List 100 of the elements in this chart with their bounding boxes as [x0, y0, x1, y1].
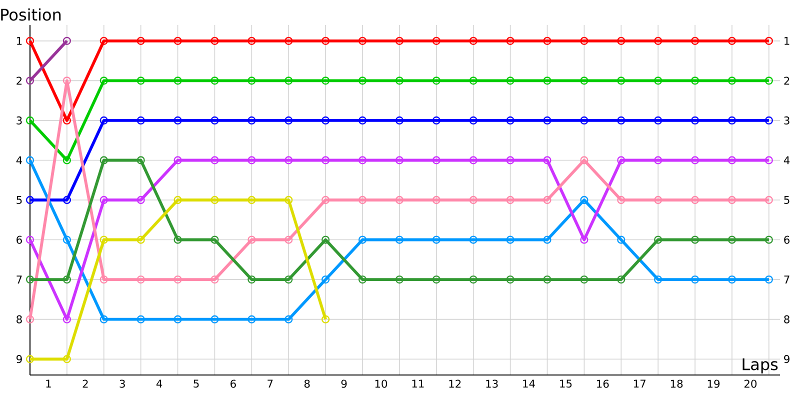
point: [322, 236, 330, 244]
point: [210, 76, 219, 85]
point: [469, 36, 478, 45]
point: [26, 315, 34, 324]
x-tick-label: 10: [375, 380, 388, 388]
point: [248, 36, 256, 45]
point: [690, 76, 700, 85]
x-tick-label: 18: [670, 380, 683, 388]
point: [580, 116, 588, 125]
point: [654, 156, 662, 164]
y2-tick-label: 6: [784, 236, 790, 244]
point: [322, 315, 330, 324]
point: [506, 275, 514, 284]
y-tick-label: 1: [17, 37, 22, 45]
point: [728, 76, 736, 85]
point: [322, 76, 330, 85]
point: [62, 156, 72, 164]
x-tick-label: 2: [82, 380, 88, 388]
point: [248, 315, 256, 324]
point: [322, 36, 330, 45]
point: [358, 156, 367, 164]
point: [764, 36, 773, 45]
point: [764, 156, 773, 164]
x-tick-label: 15: [560, 380, 572, 388]
point: [690, 275, 700, 284]
point: [100, 236, 108, 244]
point: [62, 315, 72, 324]
y-tick-label: 7: [16, 276, 22, 284]
point: [284, 196, 293, 204]
point: [469, 76, 478, 85]
point: [62, 236, 72, 244]
y2-tick-label: 3: [784, 116, 790, 124]
point: [174, 116, 182, 125]
point: [26, 236, 34, 244]
point: [617, 275, 626, 284]
x-tick-label: 13: [486, 380, 498, 388]
y-tick-label: 8: [16, 315, 22, 324]
point: [322, 275, 330, 284]
point: [100, 315, 108, 324]
point: [506, 156, 514, 164]
point: [358, 196, 367, 204]
y-axis-title: Position: [1, 8, 61, 21]
point: [728, 275, 736, 284]
point: [580, 156, 588, 164]
point: [248, 275, 256, 284]
x-tick-label: 16: [597, 380, 609, 388]
y2-tick-label: 5: [784, 196, 790, 204]
point: [26, 76, 34, 85]
point: [322, 196, 330, 204]
point: [506, 116, 514, 125]
point: [210, 116, 219, 125]
point: [100, 76, 108, 85]
point: [62, 275, 72, 284]
point: [26, 36, 34, 45]
x-tick-label: 1: [46, 380, 51, 388]
point: [248, 196, 256, 204]
point: [690, 196, 700, 204]
point: [26, 196, 34, 204]
point: [248, 116, 256, 125]
point: [690, 36, 700, 45]
point: [358, 36, 367, 45]
point: [284, 76, 293, 85]
point: [358, 76, 367, 85]
y2-tick-label: 4: [784, 156, 790, 164]
x-tick-label: 4: [156, 380, 162, 388]
point: [136, 275, 145, 284]
point: [432, 156, 440, 164]
point: [764, 236, 773, 244]
point: [26, 116, 34, 125]
point: [210, 36, 219, 45]
point: [174, 36, 182, 45]
point: [543, 196, 552, 204]
point: [26, 355, 34, 364]
point: [100, 275, 108, 284]
point: [432, 275, 440, 284]
point: [728, 156, 736, 164]
point: [248, 156, 256, 164]
point: [136, 315, 145, 324]
point: [690, 116, 700, 125]
point: [210, 236, 219, 244]
point: [764, 76, 773, 85]
point: [580, 236, 588, 244]
point: [617, 236, 626, 244]
point: [136, 116, 145, 125]
y-tick-label: 3: [16, 116, 22, 124]
point: [358, 275, 367, 284]
x-tick-label: 7: [268, 380, 273, 388]
point: [764, 116, 773, 125]
point: [136, 196, 145, 204]
point: [284, 156, 293, 164]
point: [248, 236, 256, 244]
x-tick-label: 19: [708, 380, 720, 388]
point: [728, 196, 736, 204]
point: [284, 236, 293, 244]
point: [174, 196, 182, 204]
point: [284, 275, 293, 284]
point: [100, 156, 108, 164]
y2-tick-label: 8: [784, 315, 790, 324]
point: [432, 76, 440, 85]
point: [469, 116, 478, 125]
